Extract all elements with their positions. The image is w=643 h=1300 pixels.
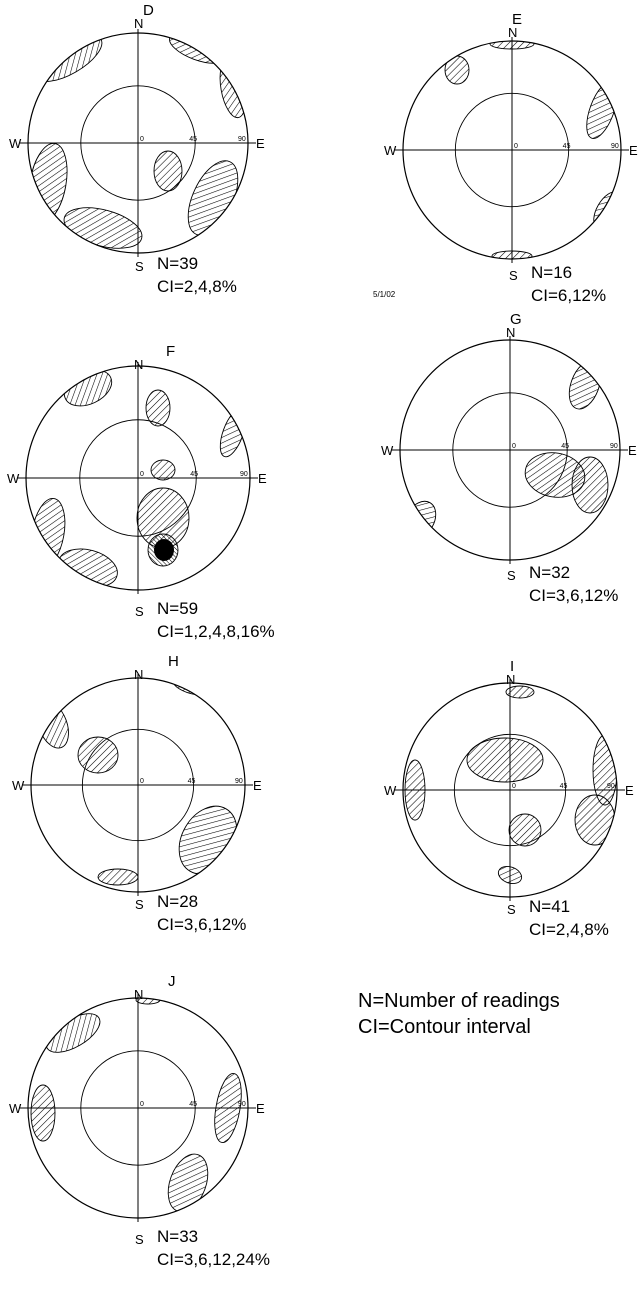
west-label: W <box>381 443 394 458</box>
stereonet-g: N S W E 0 45 90 G N=32 CI=3,6,12% <box>381 311 637 605</box>
south-label: S <box>135 259 144 274</box>
max-concentration <box>154 539 174 561</box>
west-label: W <box>9 1101 22 1116</box>
density-contours <box>30 998 242 1213</box>
east-label: E <box>258 471 267 486</box>
east-label: E <box>256 1101 265 1116</box>
tick-0: 0 <box>140 778 144 785</box>
tick-0: 0 <box>140 471 144 478</box>
stereonet-i: N S W E 0 45 90 I N=41 CI=2,4,8% <box>384 658 634 939</box>
reading-count: N=33 <box>157 1227 198 1246</box>
tick-45: 45 <box>188 778 196 785</box>
reading-count: N=59 <box>157 599 198 618</box>
legend-contour-interval: CI=Contour interval <box>358 1016 531 1038</box>
tick-90: 90 <box>238 136 246 143</box>
north-label: N <box>134 987 143 1002</box>
west-label: W <box>9 136 22 151</box>
tick-90: 90 <box>235 778 243 785</box>
reading-count: N=16 <box>531 263 572 282</box>
net-letter-f: F <box>166 343 175 360</box>
south-label: S <box>507 902 516 917</box>
stereonet-j: N S W E 0 45 90 J N=33 CI=3,6,12,24% <box>9 973 270 1269</box>
north-label: N <box>134 357 143 372</box>
reading-count: N=32 <box>529 563 570 582</box>
south-label: S <box>135 1232 144 1247</box>
stereonet-h: N S W E 0 45 90 H N=28 CI=3,6,12% <box>12 653 262 934</box>
tick-45: 45 <box>189 1101 197 1108</box>
west-label: W <box>7 471 20 486</box>
tick-90: 90 <box>607 783 615 790</box>
net-letter-j: J <box>168 973 176 990</box>
net-letter-h: H <box>168 653 179 670</box>
tick-0: 0 <box>512 783 516 790</box>
south-label: S <box>135 604 144 619</box>
reading-count: N=41 <box>529 897 570 916</box>
tick-90: 90 <box>240 471 248 478</box>
tick-90: 90 <box>611 143 619 150</box>
north-label: N <box>134 16 143 31</box>
density-contours <box>403 360 609 540</box>
north-label: N <box>506 672 515 687</box>
reading-count: N=28 <box>157 892 198 911</box>
south-label: S <box>507 568 516 583</box>
stereonet-f: N S W E 0 45 90 F N=59 CI=1,2,4,8,16% <box>7 343 275 641</box>
legend-number-readings: N=Number of readings <box>358 990 560 1012</box>
net-letter-i: I <box>510 658 514 675</box>
south-label: S <box>135 897 144 912</box>
tick-45: 45 <box>560 783 568 790</box>
stereonet-d: N S W E 0 45 90 D N=39 CI=2,4,8% <box>9 2 265 296</box>
net-letter-d: D <box>143 2 154 19</box>
tick-0: 0 <box>514 143 518 150</box>
east-label: E <box>253 778 262 793</box>
tick-45: 45 <box>190 471 198 478</box>
east-label: E <box>256 136 265 151</box>
tick-45: 45 <box>189 136 197 143</box>
north-label: N <box>508 25 517 40</box>
net-letter-g: G <box>510 311 522 328</box>
east-label: E <box>629 143 638 158</box>
east-label: E <box>628 443 637 458</box>
contour-interval: CI=3,6,12% <box>157 915 246 934</box>
east-label: E <box>625 783 634 798</box>
contour-interval: CI=2,4,8% <box>157 277 237 296</box>
west-label: W <box>384 783 397 798</box>
stereonet-e: N S W E 0 45 90 E N=16 CI=6,12% <box>384 11 638 305</box>
north-label: N <box>506 325 515 340</box>
density-contours <box>404 685 617 885</box>
contour-interval: CI=3,6,12% <box>529 586 618 605</box>
contour-interval: CI=2,4,8% <box>529 920 609 939</box>
date-stamp: 5/1/02 <box>373 290 396 299</box>
west-label: W <box>12 778 25 793</box>
contour-interval: CI=6,12% <box>531 286 606 305</box>
tick-0: 0 <box>140 136 144 143</box>
tick-90: 90 <box>238 1101 246 1108</box>
tick-45: 45 <box>563 143 571 150</box>
south-label: S <box>509 268 518 283</box>
legend: N=Number of readings CI=Contour interval <box>358 988 560 1040</box>
contour-interval: CI=1,2,4,8,16% <box>157 622 275 641</box>
tick-0: 0 <box>512 443 516 450</box>
tick-0: 0 <box>140 1101 144 1108</box>
north-label: N <box>134 667 143 682</box>
density-contours <box>30 369 247 588</box>
reading-count: N=39 <box>157 254 198 273</box>
contour-interval: CI=3,6,12,24% <box>157 1250 270 1269</box>
net-letter-e: E <box>512 11 522 28</box>
tick-45: 45 <box>561 443 569 450</box>
west-label: W <box>384 143 397 158</box>
tick-90: 90 <box>610 443 618 450</box>
